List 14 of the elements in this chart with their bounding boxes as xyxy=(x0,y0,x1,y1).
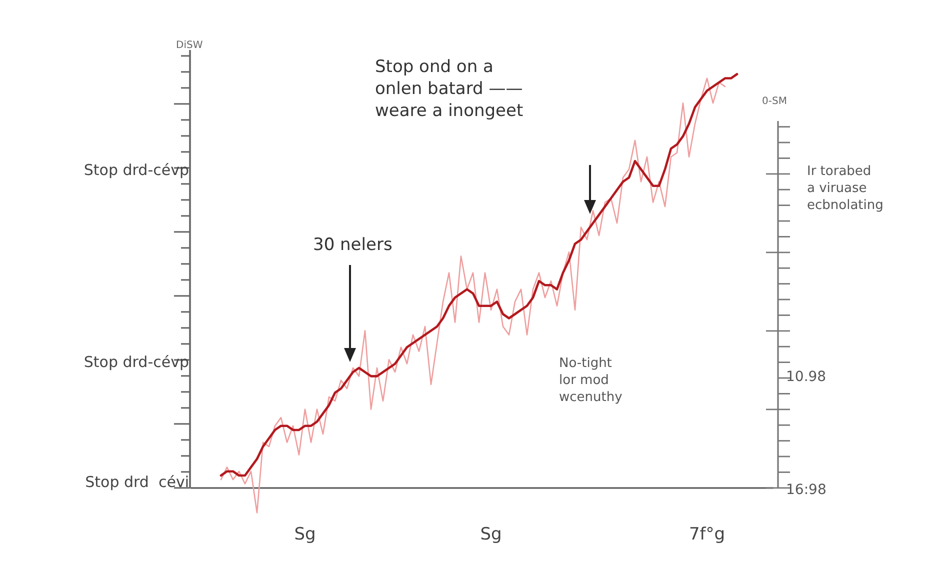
x-tick-label: Sg xyxy=(294,524,316,544)
text: 16:98 xyxy=(786,482,826,499)
text: Stop drd-cévp xyxy=(84,161,189,179)
annotation: 30 nelers xyxy=(313,235,392,255)
x-tick-label: 7f°g xyxy=(688,524,726,544)
text: 10.98 xyxy=(786,369,826,386)
text: Stop drd cévi xyxy=(85,473,189,491)
y-axis-title: DiSW xyxy=(176,40,203,52)
text: Stop drd-cévp xyxy=(84,353,189,371)
annotation: Stop ond on a onlen batard —— weare a inongeet xyxy=(375,56,524,122)
annotation: No-tight lor mod wcenuthy xyxy=(559,355,622,406)
annotation: 0-SM xyxy=(762,96,787,108)
text: Ir torabed a viruase ecbnolating xyxy=(807,163,884,214)
x-tick-label: Sg xyxy=(480,524,502,544)
